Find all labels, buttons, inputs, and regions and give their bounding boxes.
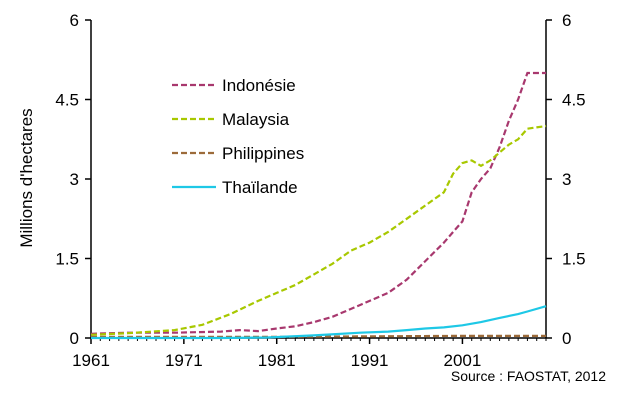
x-tick-label: 1991 — [351, 351, 389, 370]
legend-label: Malaysia — [222, 110, 290, 129]
legend: Indonésie Malaysia Philippines Thaïlande — [172, 76, 304, 197]
y-tick-label-right: 1.5 — [562, 250, 586, 269]
y-tick-label-right: 6 — [562, 11, 571, 30]
legend-label: Thaïlande — [222, 178, 298, 197]
legend-label: Philippines — [222, 144, 304, 163]
series-line-thailande — [91, 305, 547, 340]
x-tick-label: 1971 — [165, 351, 203, 370]
y-tick-label-right: 4.5 — [562, 91, 586, 110]
x-tick-label: 1981 — [258, 351, 296, 370]
series-line-indonesie — [90, 71, 546, 335]
y-axis-title: Millions d'hectares — [17, 108, 36, 247]
y-tick-label-left: 3 — [70, 170, 79, 189]
y-tick-label-right: 3 — [562, 170, 571, 189]
y-tick-label-right: 0 — [562, 329, 571, 348]
y-tick-label-left: 4.5 — [55, 91, 79, 110]
source-note: Source : FAOSTAT, 2012 — [450, 368, 606, 384]
series-line-malaysia — [90, 124, 547, 336]
x-tick-label: 2001 — [444, 351, 482, 370]
y-tick-label-left: 6 — [70, 11, 79, 30]
y-tick-label-left: 1.5 — [55, 250, 79, 269]
y-tick-label-left: 0 — [70, 329, 79, 348]
x-tick-label: 1961 — [72, 351, 110, 370]
legend-label: Indonésie — [222, 76, 296, 95]
series-group — [90, 71, 547, 340]
